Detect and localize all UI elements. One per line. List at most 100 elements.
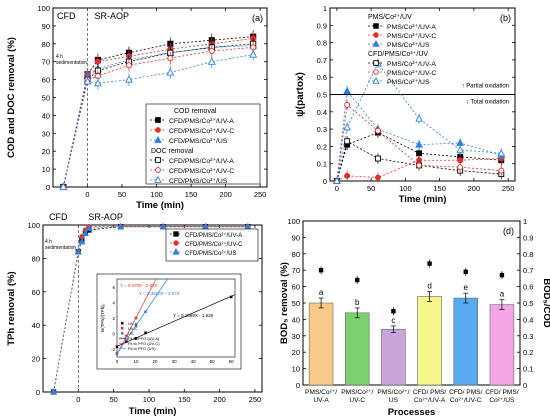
bar bbox=[489, 304, 515, 386]
inset-legend-marker bbox=[121, 322, 124, 325]
legend-header: COD removal bbox=[174, 108, 217, 115]
y-tick-label: 40 bbox=[42, 111, 50, 120]
y-tick-label: 0.4 bbox=[317, 108, 327, 117]
x-axis-label: Time (min) bbox=[136, 200, 184, 211]
legend-marker bbox=[154, 135, 162, 143]
x-tick-label: 150 bbox=[185, 190, 198, 199]
x-axis-label: Time (min) bbox=[129, 406, 177, 417]
inset-equation: Y = 0.4705 - 2.672 bbox=[120, 283, 158, 288]
data-point bbox=[344, 172, 351, 179]
inset-point bbox=[134, 336, 138, 340]
data-point bbox=[249, 50, 258, 58]
inset-point bbox=[134, 324, 138, 328]
inset-y-tick-label: -2 bbox=[111, 347, 115, 352]
significance-letter: c bbox=[391, 316, 395, 325]
legend-marker bbox=[373, 23, 379, 29]
x-tick-label: 0 bbox=[76, 395, 80, 404]
ratio-point bbox=[427, 261, 432, 266]
ratio-point bbox=[355, 277, 360, 283]
y-tick-label: 0.6 bbox=[317, 73, 327, 82]
data-point bbox=[78, 237, 86, 245]
legend-marker bbox=[373, 60, 379, 66]
y-tick-label: 20 bbox=[292, 348, 300, 357]
panel-b: 0 0.1 0.2 0.3 0.4 0.5 0.6 0.7 0.8 0.9 1 0 50 100 150 20… bbox=[295, 4, 516, 205]
inset-equation: Y = 0.1069X - 1.628 bbox=[173, 313, 214, 318]
inset-legend-marker bbox=[121, 332, 124, 335]
panel-letter: (b) bbox=[500, 13, 511, 23]
y-tick-label: 90 bbox=[42, 22, 50, 31]
inset-point bbox=[115, 351, 119, 355]
legend-label: CFD/PMS/Co²⁺/UV-C bbox=[185, 241, 243, 248]
category-label: Co²⁺/UV-A bbox=[414, 397, 446, 404]
x-tick-label: 200 bbox=[219, 190, 232, 199]
y-axis-label-right: BOD₅/COD bbox=[541, 278, 550, 327]
inset-x-tick-label: 10 bbox=[134, 359, 140, 364]
y-tick-label-right: 0.3 bbox=[523, 332, 533, 341]
data-point bbox=[416, 162, 423, 169]
significance-letter: a bbox=[319, 288, 324, 297]
legend-label: CFD/PMS/Co²⁺/US bbox=[169, 178, 228, 185]
series-line bbox=[336, 62, 502, 182]
legend-label: CFD/PMS/Co²⁺/UV-C bbox=[169, 168, 234, 175]
series-line bbox=[336, 90, 502, 182]
y-tick-label: 0 bbox=[36, 388, 40, 397]
y-tick-label: 10 bbox=[42, 165, 50, 174]
data-point bbox=[333, 176, 341, 184]
y-tick-label: 0.7 bbox=[317, 56, 327, 65]
bar bbox=[453, 297, 478, 386]
x-tick-label: 250 bbox=[254, 190, 267, 199]
y-tick-label: 1 bbox=[323, 4, 327, 13]
y-tick-label: 0.8 bbox=[317, 39, 327, 48]
inset-point bbox=[134, 316, 138, 320]
inset-x-tick-label: 0 bbox=[116, 359, 119, 364]
y-tick-label-right: 0.1 bbox=[523, 365, 533, 374]
panel-letter: (a) bbox=[252, 13, 263, 23]
series-line bbox=[53, 226, 248, 393]
legend-marker bbox=[373, 69, 379, 75]
y-tick-label: 70 bbox=[42, 58, 50, 67]
legend-label: CFD/PMS/Co²⁺/US bbox=[169, 138, 228, 145]
data-point bbox=[167, 55, 174, 62]
legend-marker bbox=[155, 117, 161, 123]
data-point bbox=[85, 224, 93, 231]
region-label-cfd: CFD bbox=[57, 11, 76, 21]
legend-label: PMS/Co²⁺/UV-C bbox=[387, 70, 436, 77]
legend-marker bbox=[173, 240, 179, 246]
data-point bbox=[208, 47, 215, 55]
y-tick-label: 0.5 bbox=[317, 91, 327, 100]
plot-frame bbox=[302, 220, 521, 386]
inset-y-tick-label: 0 bbox=[112, 332, 115, 337]
x-tick-label: 200 bbox=[468, 184, 481, 193]
inset-point bbox=[144, 310, 147, 314]
data-point bbox=[207, 57, 216, 65]
y-tick-label: 20 bbox=[32, 355, 40, 364]
x-tick-label: 50 bbox=[367, 184, 375, 193]
y-tick-label: 0.2 bbox=[317, 142, 327, 151]
y-tick-label: 100 bbox=[37, 4, 50, 13]
inset-legend-label: Fit to PFO (UV-A) bbox=[128, 336, 160, 341]
y-tick-label: 0 bbox=[323, 177, 327, 186]
legend-label: CFD/PMS/Co²⁺/US bbox=[185, 250, 237, 257]
x-tick-label: 0 bbox=[335, 184, 339, 193]
bar bbox=[345, 312, 370, 386]
legend-label: PMS/Co²⁺/US bbox=[387, 79, 430, 86]
panel-a: 0 10 20 30 40 50 60 70 80 90 100 0 50 100 150 200 250 CFD… bbox=[6, 4, 268, 211]
plot-frame bbox=[42, 224, 263, 393]
y-axis-label: TPh removal (%) bbox=[6, 271, 17, 345]
data-point bbox=[497, 149, 506, 157]
legend-header: PMS/Co²⁺/UV bbox=[368, 14, 412, 21]
category-label: Co²⁺/UV-C bbox=[450, 397, 482, 404]
x-tick-label: 150 bbox=[178, 395, 191, 404]
significance-letter: d bbox=[427, 282, 431, 291]
data-point bbox=[343, 86, 351, 94]
inset-x-tick-label: 30 bbox=[172, 359, 178, 364]
legend-label: CFD/PMS/Co²⁺/UV-A bbox=[185, 232, 242, 239]
annotation-partial: ↑ Partial oxidation bbox=[462, 84, 509, 90]
series-line bbox=[336, 104, 502, 182]
significance-letter: a bbox=[500, 290, 505, 299]
bar bbox=[417, 296, 442, 386]
legend-box bbox=[145, 103, 261, 185]
y-tick-label: 100 bbox=[27, 221, 40, 230]
series-line bbox=[336, 132, 502, 182]
